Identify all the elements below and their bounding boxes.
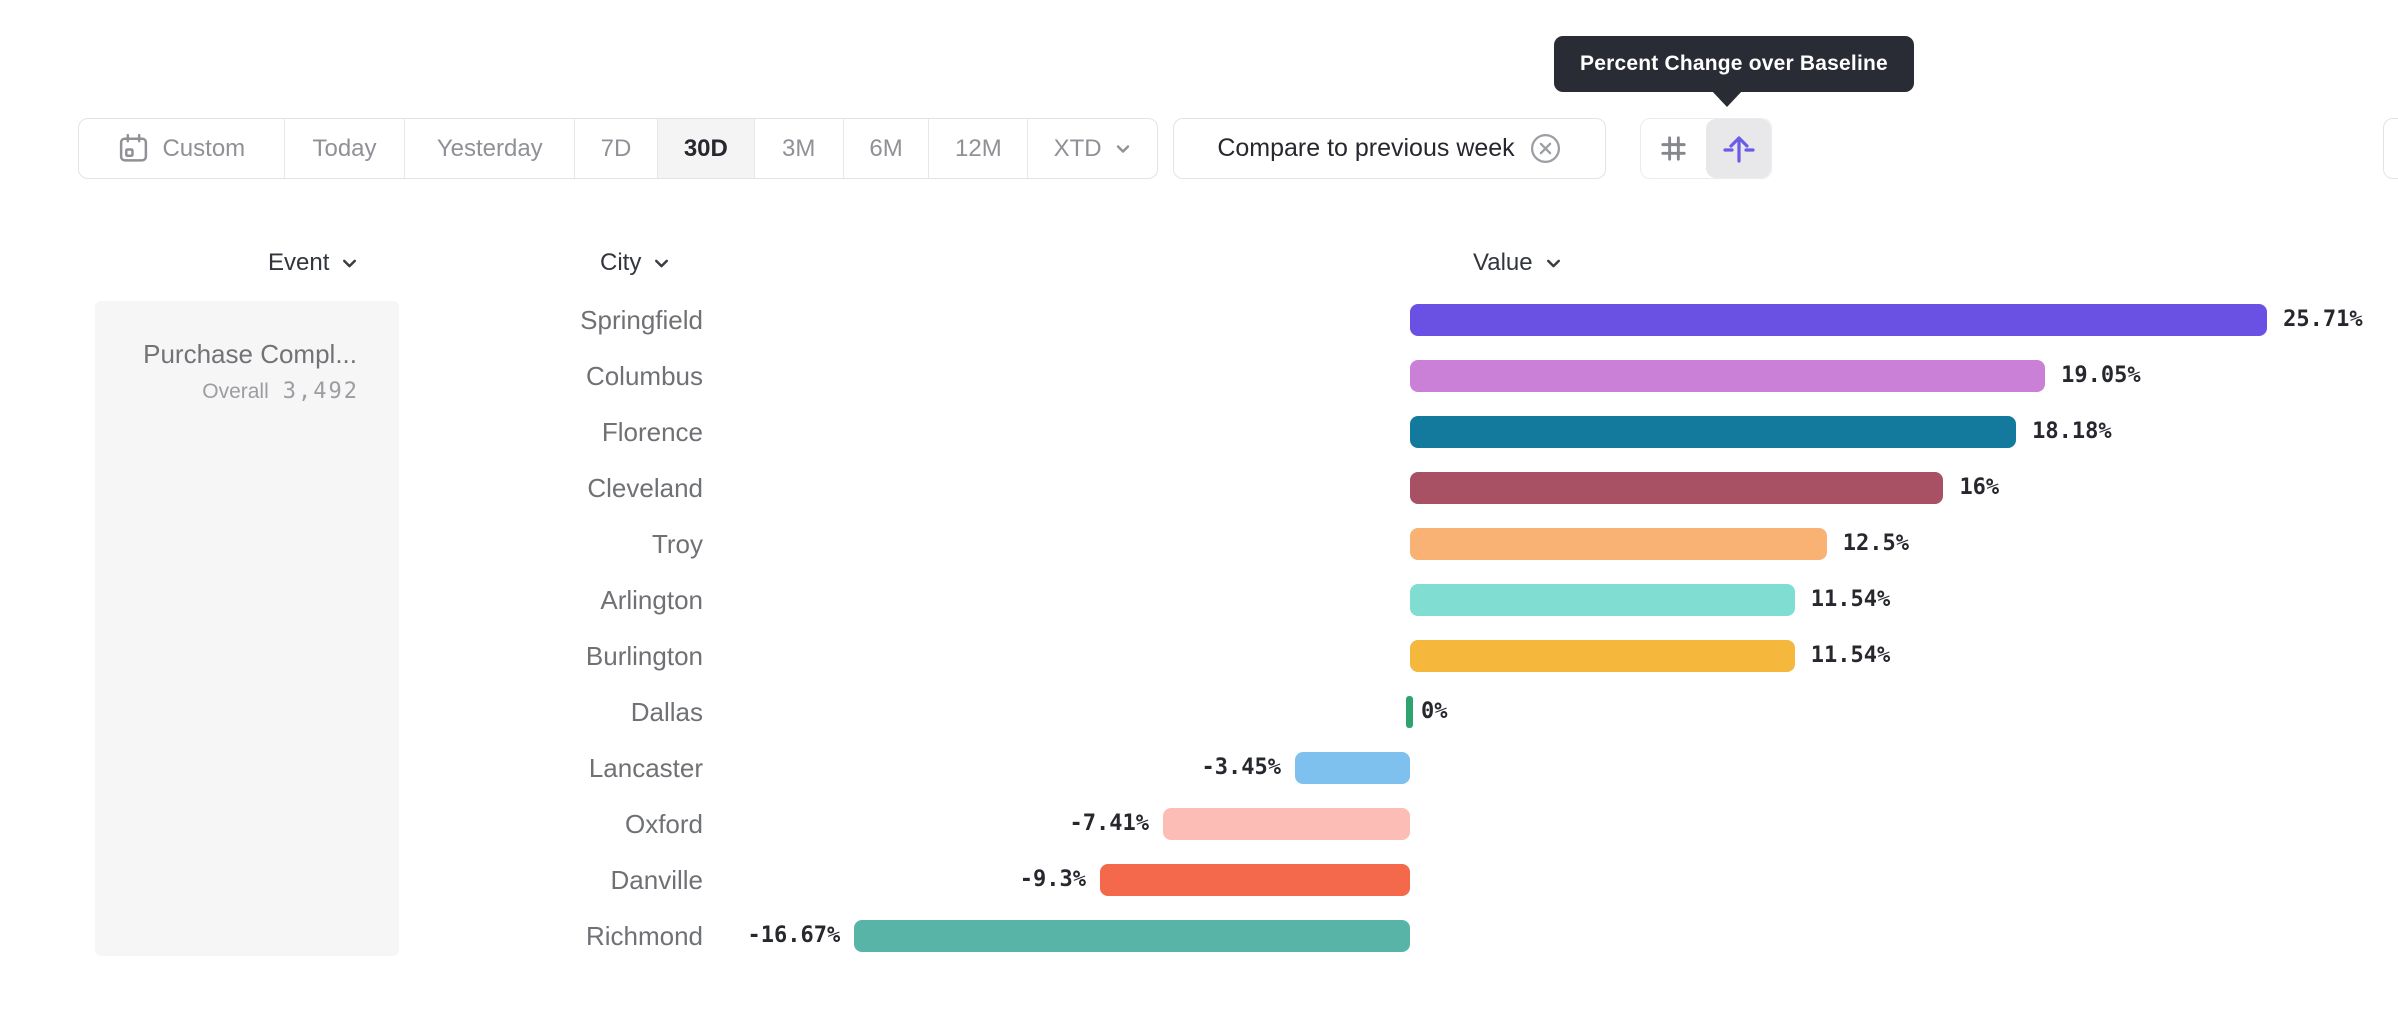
- city-label: Cleveland: [587, 473, 703, 503]
- tooltip-text: Percent Change over Baseline: [1580, 52, 1888, 75]
- daterange-12m[interactable]: 12M: [929, 119, 1029, 178]
- value-label: -16.67%: [747, 923, 841, 948]
- zero-baseline-tick[interactable]: [1406, 696, 1413, 728]
- daterange-label: 12M: [955, 134, 1002, 162]
- daterange-30d[interactable]: 30D: [657, 119, 755, 178]
- value-bar[interactable]: [1162, 808, 1410, 840]
- value-label: -3.45%: [1201, 755, 1281, 780]
- compare-pill[interactable]: Compare to previous week: [1173, 118, 1606, 179]
- value-bar[interactable]: [1410, 640, 1795, 672]
- daterange-label: 6M: [869, 134, 903, 162]
- value-label: 0%: [1421, 699, 1448, 724]
- daterange-label: Yesterday: [436, 134, 543, 162]
- column-header-city[interactable]: City: [600, 244, 671, 282]
- value-label: 16%: [1959, 475, 2000, 500]
- daterange-today[interactable]: Today: [285, 119, 406, 178]
- grid-view-button[interactable]: [1641, 119, 1706, 178]
- daterange-label: 3M: [782, 134, 816, 162]
- value-bar[interactable]: [854, 920, 1410, 952]
- tooltip-caret: [1711, 90, 1743, 107]
- compare-label: Compare to previous week: [1217, 134, 1515, 162]
- daterange-xtd[interactable]: XTD: [1028, 119, 1157, 178]
- city-label: Arlington: [600, 585, 703, 615]
- calendar-icon: [117, 132, 150, 165]
- daterange-custom[interactable]: Custom: [79, 119, 285, 178]
- daterange-3m[interactable]: 3M: [755, 119, 844, 178]
- edge-clipped-button[interactable]: [2383, 118, 2398, 179]
- chevron-down-icon: [1114, 140, 1132, 158]
- value-bar[interactable]: [1410, 528, 1827, 560]
- close-circle-icon[interactable]: [1529, 132, 1562, 165]
- overall-value: 3,492: [282, 379, 359, 404]
- city-label: Columbus: [585, 361, 703, 391]
- value-label: 12.5%: [1842, 531, 1909, 556]
- chevron-down-icon: [652, 254, 671, 273]
- daterange-label: 30D: [683, 134, 728, 162]
- value-label: 19.05%: [2061, 363, 2141, 388]
- daterange-6m[interactable]: 6M: [844, 119, 930, 178]
- city-label: Florence: [601, 417, 703, 447]
- value-label: 18.18%: [2032, 419, 2112, 444]
- city-label: Burlington: [585, 641, 703, 671]
- grid-hash-icon: [1658, 133, 1689, 164]
- daterange-yesterday[interactable]: Yesterday: [405, 119, 576, 178]
- column-header-label: Event: [268, 249, 330, 276]
- daterange-toolbar: Custom Today Yesterday 7D 30D 3M 6M 12M …: [78, 118, 1158, 179]
- event-overall: Overall 3,492: [202, 379, 359, 404]
- value-bar[interactable]: [1410, 360, 2046, 392]
- chevron-down-icon: [1544, 254, 1563, 273]
- column-header-label: City: [600, 249, 642, 276]
- city-label: Troy: [651, 529, 703, 559]
- daterange-label: Today: [312, 134, 377, 162]
- value-bar[interactable]: [1410, 472, 1944, 504]
- city-label: Dallas: [630, 697, 703, 727]
- daterange-label: Custom: [162, 134, 246, 162]
- column-header-event[interactable]: Event: [268, 244, 359, 282]
- overall-label: Overall: [202, 380, 269, 403]
- tooltip: Percent Change over Baseline: [1554, 36, 1914, 92]
- value-bar[interactable]: [1410, 416, 2017, 448]
- percent-change-view-button[interactable]: [1706, 119, 1771, 178]
- city-label: Springfield: [580, 305, 703, 335]
- value-bar[interactable]: [1410, 304, 2268, 336]
- daterange-label: 7D: [600, 134, 632, 162]
- event-panel[interactable]: Purchase Compl... Overall 3,492: [95, 301, 399, 956]
- value-bar[interactable]: [1099, 864, 1410, 896]
- city-label: Oxford: [624, 809, 703, 839]
- daterange-label: XTD: [1053, 134, 1102, 162]
- baseline-arrow-icon: [1721, 131, 1757, 167]
- view-toggle: [1640, 118, 1772, 179]
- daterange-7d[interactable]: 7D: [575, 119, 658, 178]
- column-header-value[interactable]: Value: [1473, 244, 1563, 282]
- value-label: 25.71%: [2283, 307, 2363, 332]
- column-header-label: Value: [1473, 249, 1533, 276]
- city-label: Richmond: [585, 921, 703, 951]
- chevron-down-icon: [340, 254, 359, 273]
- value-bar[interactable]: [1294, 752, 1410, 784]
- value-label: -7.41%: [1069, 811, 1149, 836]
- value-label: -9.3%: [1019, 867, 1086, 892]
- value-label: 11.54%: [1810, 643, 1891, 668]
- value-label: 11.54%: [1810, 587, 1891, 612]
- event-name: Purchase Compl...: [143, 339, 357, 369]
- city-label: Danville: [610, 865, 704, 895]
- value-bar[interactable]: [1410, 584, 1795, 616]
- city-label: Lancaster: [588, 753, 703, 783]
